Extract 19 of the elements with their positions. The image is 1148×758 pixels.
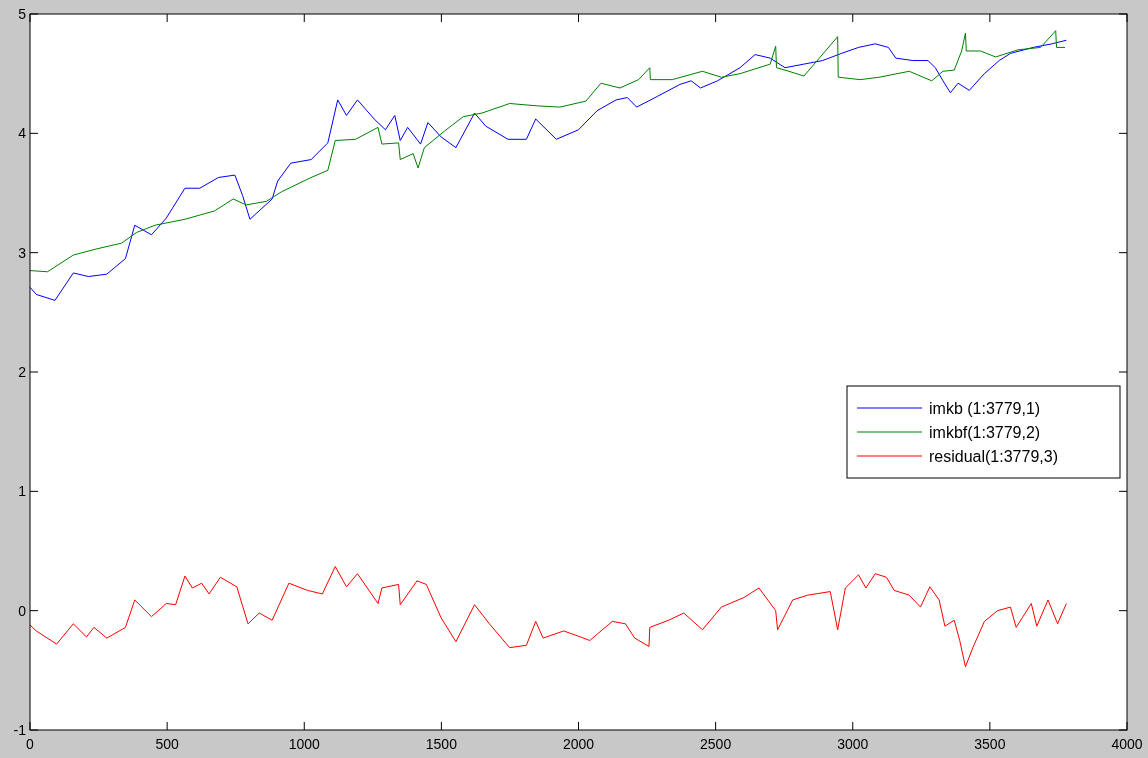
- y-tick-label: -1: [13, 722, 27, 738]
- x-tick-label: 2000: [562, 736, 595, 752]
- legend-label: residual(1:3779,3): [929, 448, 1058, 465]
- line-series: [29, 566, 1067, 668]
- x-tick-label: 500: [155, 736, 180, 752]
- y-tick-label: 0: [18, 602, 27, 619]
- x-tick-label: 3500: [974, 736, 1006, 752]
- y-tick-label: 1: [18, 483, 27, 500]
- x-tick-label: 4000: [1111, 736, 1143, 752]
- y-tick-label: 5: [18, 6, 27, 22]
- x-tick-label: 1500: [425, 736, 458, 752]
- x-tick-label: 3000: [837, 736, 869, 752]
- y-tick-label: 2: [18, 364, 27, 380]
- legend-label: imkb (1:3779,1): [929, 400, 1041, 417]
- y-tick-label: 4: [18, 125, 27, 142]
- y-tick-label: 3: [18, 244, 27, 261]
- legend-label: imkbf(1:3779,2): [929, 424, 1041, 441]
- x-tick-label: 2500: [700, 736, 732, 752]
- x-tick-label: 1000: [288, 736, 321, 752]
